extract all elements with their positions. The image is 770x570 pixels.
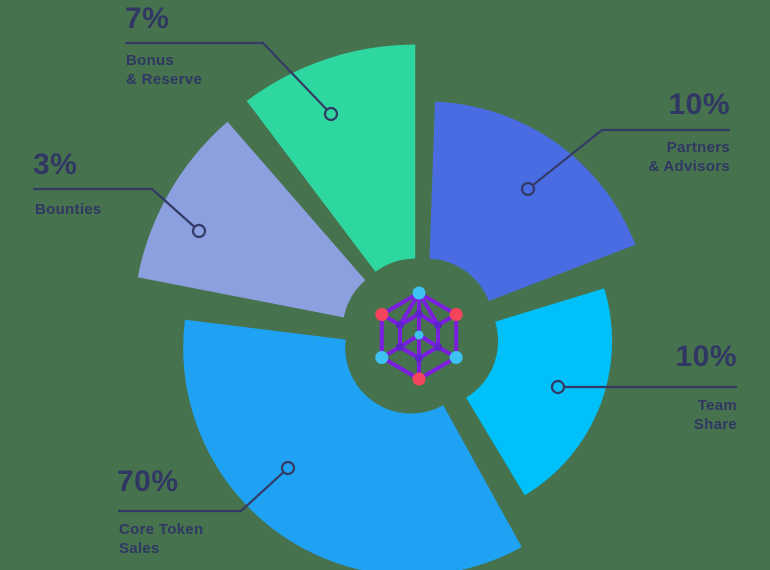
- slice-core-token-sales: [183, 319, 522, 570]
- slice-bounties: [137, 121, 366, 318]
- percentage-team-share: 10%: [675, 340, 737, 373]
- label-line: Bounties: [35, 201, 102, 218]
- logo-inner-node: [415, 354, 423, 362]
- logo-node-cyan: [375, 351, 389, 364]
- label-bounties: Bounties: [35, 200, 102, 219]
- logo-inner-node: [415, 310, 423, 318]
- label-line: Share: [693, 416, 737, 433]
- label-line: & Advisors: [648, 158, 730, 175]
- label-partners-advisors: Partners & Advisors: [648, 138, 730, 176]
- percentage-partners-advisors: 10%: [668, 88, 730, 121]
- logo-inner-node: [434, 321, 442, 329]
- marker-circle-core-token-sales: [280, 460, 296, 476]
- logo-node-red: [412, 372, 426, 386]
- logo-node-cyan: [449, 351, 463, 364]
- label-core-token-sales: Core Token Sales: [119, 520, 203, 558]
- logo-node-red: [449, 308, 463, 321]
- logo-inner-node: [396, 321, 404, 329]
- logo-node-red: [375, 308, 389, 321]
- label-line: Core Token: [119, 521, 204, 538]
- logo-node-cyan: [412, 286, 426, 300]
- label-team-share: Team Share: [694, 396, 737, 434]
- label-line: Sales: [119, 540, 160, 557]
- logo-inner-node: [434, 343, 442, 351]
- marker-circle-partners-advisors: [520, 181, 536, 197]
- slice-bonus-reserve: [246, 44, 416, 272]
- marker-circle-team-share: [550, 379, 566, 395]
- logo-inner-node: [396, 343, 404, 351]
- hexagon-network-logo: [375, 286, 463, 386]
- percentage-core-token-sales: 70%: [117, 465, 179, 498]
- slice-team-share: [466, 288, 613, 496]
- label-line: & Reserve: [126, 71, 203, 88]
- percentage-bounties: 3%: [33, 148, 78, 181]
- label-line: Team: [697, 397, 737, 414]
- label-bonus-reserve: Bonus & Reserve: [126, 51, 202, 89]
- label-line: Bonus: [126, 52, 175, 69]
- logo-center-node: [414, 330, 424, 340]
- label-line: Partners: [666, 139, 730, 156]
- leader-line-core-token-sales: [118, 471, 285, 513]
- leader-line-bounties: [33, 187, 196, 228]
- marker-circle-bonus-reserve: [323, 106, 339, 122]
- leader-line-partners-advisors: [532, 128, 730, 187]
- percentage-bonus-reserve: 7%: [125, 2, 170, 35]
- marker-circle-bounties: [191, 223, 207, 239]
- leader-line-bonus-reserve: [125, 41, 328, 111]
- slice-partners-advisors: [429, 101, 636, 301]
